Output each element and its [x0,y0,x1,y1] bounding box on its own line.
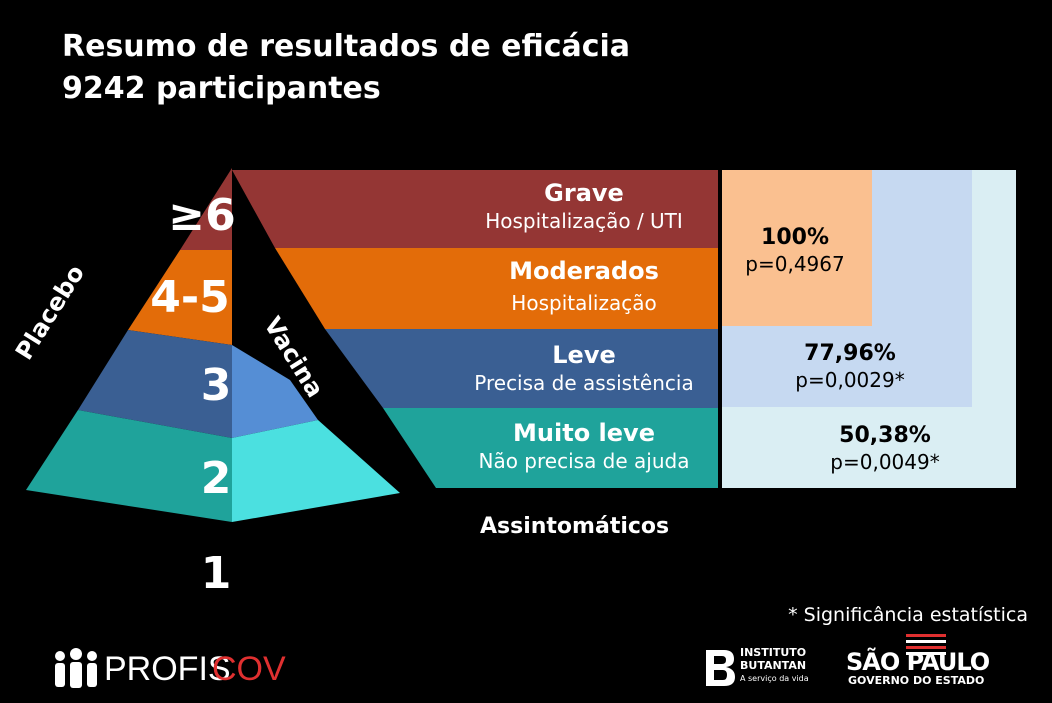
butantan-emblem-icon [706,650,735,686]
efficacy-78: 77,96% p=0,0029* [795,341,905,392]
level-3: 3 [200,360,232,411]
vacina-layer-3 [232,345,318,438]
band-grave-text: Grave Hospitalização / UTI [485,179,683,233]
placebo-layer-3 [78,330,232,438]
sp-government-logo: SÃO PAULO GOVERNO DO ESTADO [846,632,996,692]
level-1: 1 [200,548,232,599]
band-leve [325,329,718,408]
profiscov-logo: PROFIS COV [52,644,286,696]
vacina-layer-2 [232,420,400,522]
band-leve-text: Leve Precisa de assistência [474,341,694,395]
butantan-line-2: BUTANTAN [740,659,807,672]
band-grave [232,170,718,248]
title-line-2: 9242 participantes [62,71,381,106]
people-icon [55,648,97,688]
sp-line-1: SÃO PAULO [846,648,990,676]
band-muito-leve [383,408,718,488]
butantan-line-3: A serviço da vida [740,674,809,683]
sp-line-2: GOVERNO DO ESTADO [848,674,985,687]
asymptomatic-label: Assintomáticos [480,514,670,539]
butantan-line-1: INSTITUTO [740,646,807,659]
placebo-layer-2 [26,410,232,522]
butantan-logo: INSTITUTO BUTANTAN A serviço da vida [702,644,822,690]
footnote: * Significância estatística [788,604,1028,626]
efficacy-100: 100% p=0,4967 [745,225,845,276]
sp-flag-icon [906,634,946,655]
level-2: 2 [200,453,232,504]
placebo-layer-6 [180,168,232,250]
profiscov-text-a: PROFIS [104,650,231,688]
placebo-layer-4-5 [128,250,232,345]
band-moderados-text: Moderados Hospitalização [509,257,659,315]
level-6: ≥6 [168,190,236,241]
efficacy-50: 50,38% p=0,0049* [830,423,940,474]
level-4-5: 4-5 [150,272,230,323]
band-moderados [275,248,718,329]
title-line-1: Resumo de resultados de eficácia [62,29,631,64]
page-title: Resumo de resultados de eficácia 9242 pa… [62,26,630,110]
band-muito-leve-text: Muito leve Não precisa de ajuda [478,419,690,473]
efficacy-box-100 [722,170,872,326]
profiscov-text-b: COV [212,650,286,688]
